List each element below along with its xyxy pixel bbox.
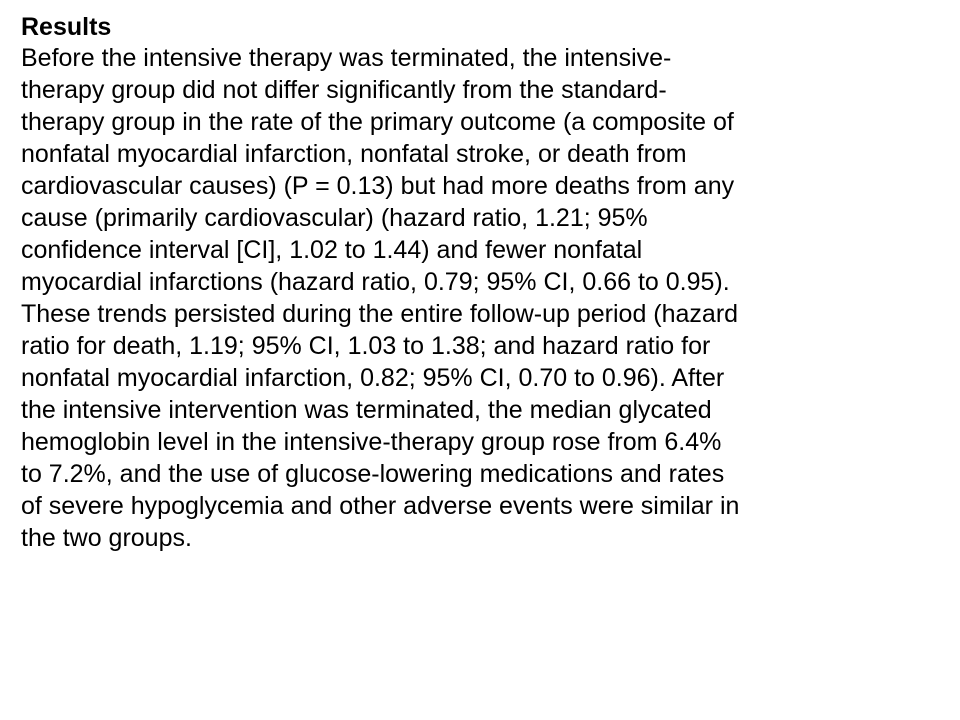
paragraph-line: nonfatal myocardial infarction, nonfatal… <box>21 140 687 168</box>
results-paragraph: Before the intensive therapy was termina… <box>21 42 941 554</box>
results-section: Results Before the intensive therapy was… <box>21 12 941 554</box>
paragraph-line: hemoglobin level in the intensive-therap… <box>21 428 722 456</box>
paragraph-line: cause (primarily cardiovascular) (hazard… <box>21 204 648 232</box>
paragraph-line: therapy group did not differ significant… <box>21 76 667 104</box>
paragraph-line: cardiovascular causes) (P = 0.13) but ha… <box>21 172 735 200</box>
paragraph-line: Before the intensive therapy was termina… <box>21 44 672 72</box>
paragraph-line: These trends persisted during the entire… <box>21 300 739 328</box>
paragraph-line: the intensive intervention was terminate… <box>21 396 712 424</box>
paragraph-line: ratio for death, 1.19; 95% CI, 1.03 to 1… <box>21 332 711 360</box>
paragraph-line: nonfatal myocardial infarction, 0.82; 95… <box>21 364 725 392</box>
paragraph-line: to 7.2%, and the use of glucose-lowering… <box>21 460 725 488</box>
paragraph-line: confidence interval [CI], 1.02 to 1.44) … <box>21 236 643 264</box>
paragraph-line: myocardial infarctions (hazard ratio, 0.… <box>21 268 730 296</box>
paragraph-line: the two groups. <box>21 524 192 552</box>
paragraph-line: therapy group in the rate of the primary… <box>21 108 734 136</box>
paragraph-line: of severe hypoglycemia and other adverse… <box>21 492 740 520</box>
section-heading: Results <box>21 13 112 41</box>
